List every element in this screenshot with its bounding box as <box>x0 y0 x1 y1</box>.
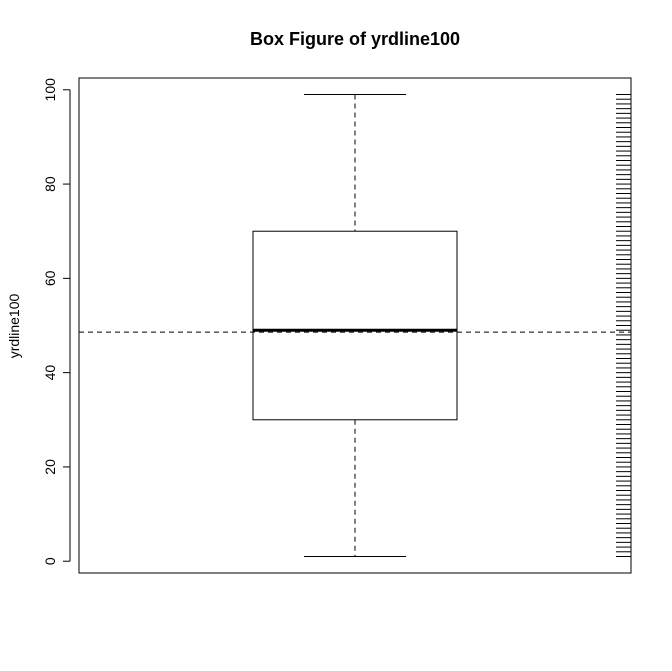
y-tick-label: 100 <box>42 78 58 102</box>
y-tick-label: 60 <box>42 270 58 286</box>
y-tick-label: 40 <box>42 365 58 381</box>
rug-marks <box>616 94 631 557</box>
iqr-box <box>252 230 458 421</box>
y-tick-label: 80 <box>42 176 58 192</box>
y-axis: 0 20 40 60 80 100 <box>42 78 71 565</box>
chart-title: Box Figure of yrdline100 <box>249 29 461 49</box>
y-tick-label: 20 <box>42 459 58 475</box>
y-tick-label: 0 <box>42 557 58 565</box>
box-group <box>79 94 631 557</box>
